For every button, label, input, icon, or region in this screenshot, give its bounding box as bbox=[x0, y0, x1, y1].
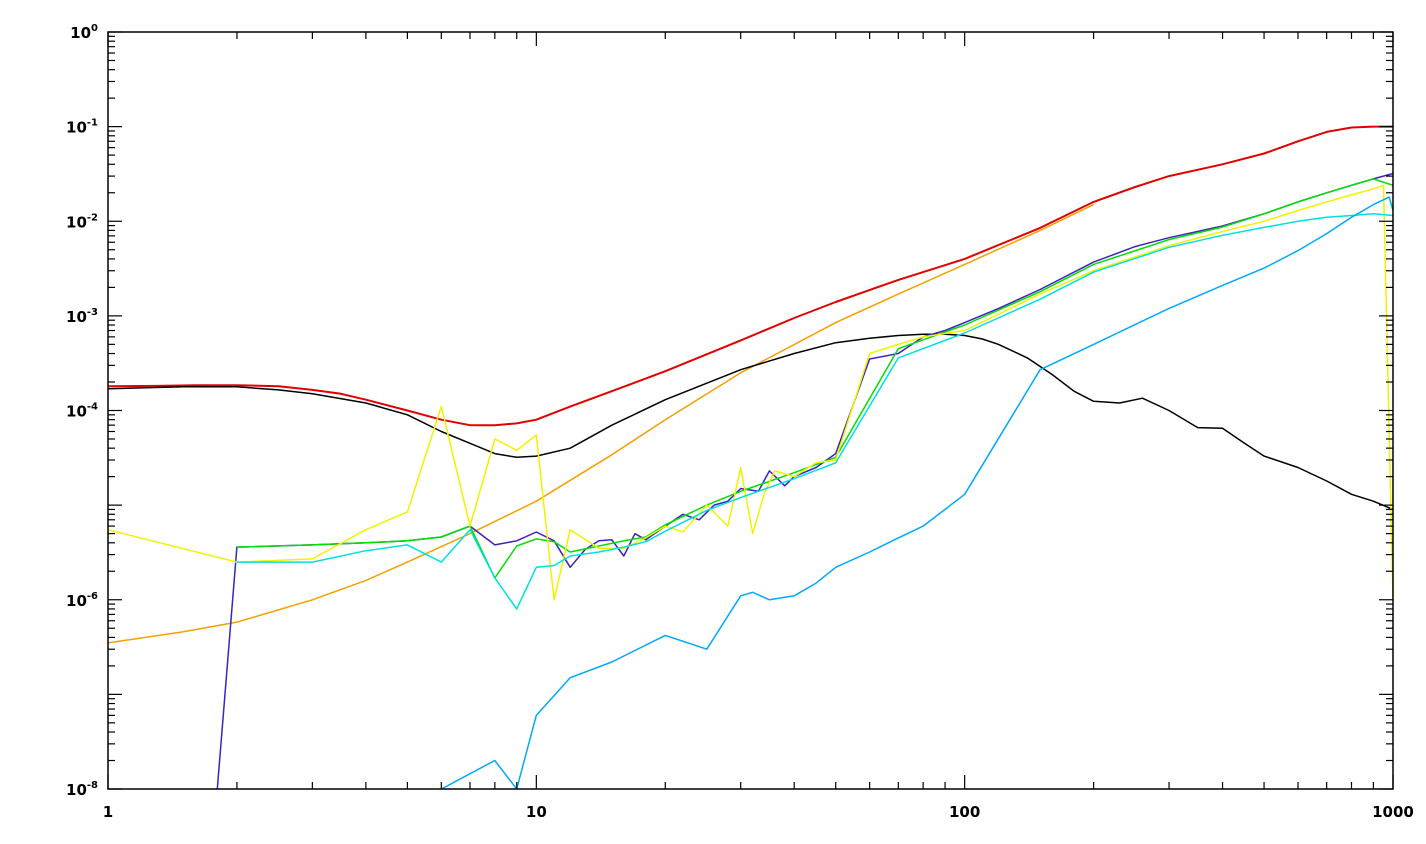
y-tick-label: 10-4 bbox=[66, 402, 98, 421]
y-tick-label: 10-2 bbox=[66, 212, 98, 231]
series-layer bbox=[108, 125, 1393, 789]
series-line-4 bbox=[216, 172, 1393, 789]
series-line-7 bbox=[236, 213, 1393, 610]
x-tick-label: 100 bbox=[949, 803, 980, 821]
series-line-5 bbox=[236, 178, 1393, 579]
plot-frame bbox=[107, 31, 1394, 790]
y-tick-label: 10-1 bbox=[66, 118, 98, 137]
y-tick-label: 100 bbox=[70, 23, 98, 42]
x-tick-label: 1000 bbox=[1372, 803, 1414, 821]
y-tick-label: 10-8 bbox=[66, 780, 98, 799]
axis-tick-labels: 1 10 100 1000 100 10-1 10-2 10-3 10-4 10-6 10-8 bbox=[66, 23, 1414, 821]
series-line-3 bbox=[108, 333, 1393, 511]
y-tick-label: 10-3 bbox=[66, 307, 98, 326]
y-tick-label: 10-6 bbox=[66, 591, 98, 610]
series-line-2 bbox=[108, 203, 1094, 644]
series-line-1 bbox=[108, 125, 1393, 427]
series-line-6 bbox=[108, 184, 1393, 601]
series-line-8 bbox=[440, 196, 1393, 789]
x-tick-label: 1 bbox=[103, 803, 113, 821]
axis-ticks bbox=[107, 31, 1394, 790]
x-tick-label: 10 bbox=[526, 803, 547, 821]
